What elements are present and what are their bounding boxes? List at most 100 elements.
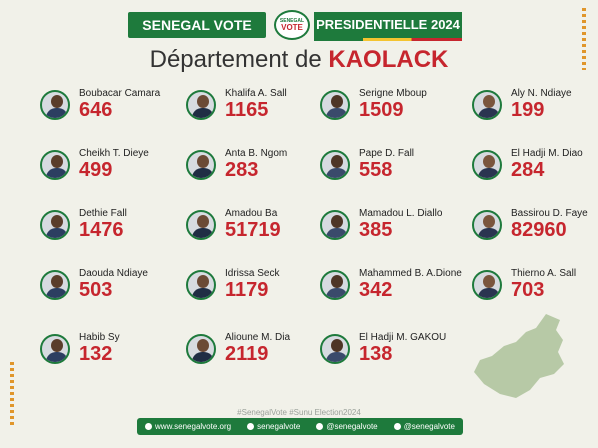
candidate-photo <box>40 90 70 120</box>
candidate-photo <box>320 210 350 240</box>
candidate-card: Pape D. Fall 558 <box>320 146 460 196</box>
candidate-name: Aly N. Ndiaye <box>511 88 572 99</box>
candidate-name: Bassirou D. Faye <box>511 208 588 219</box>
logo-text-bottom: VOTE <box>281 23 303 32</box>
candidate-card: El Hadji M. Diao 284 <box>472 146 598 196</box>
candidate-card: Serigne Mboup 1509 <box>320 86 460 136</box>
candidate-votes: 503 <box>79 279 113 301</box>
candidate-card: Khalifa A. Sall 1165 <box>186 86 326 136</box>
candidate-votes: 385 <box>359 219 393 241</box>
candidate-photo <box>320 150 350 180</box>
instagram-icon <box>393 423 401 430</box>
candidate-photo <box>472 150 502 180</box>
candidate-photo <box>472 90 502 120</box>
candidate-votes: 1476 <box>79 219 124 241</box>
footer-bar: www.senegalvote.org senegalvote @senegal… <box>137 418 463 435</box>
candidate-votes: 199 <box>511 99 545 121</box>
candidate-votes: 51719 <box>225 219 281 241</box>
candidate-name: Alioune M. Dia <box>225 332 291 343</box>
hashtags: #SenegalVote #Sunu Election2024 <box>237 408 361 417</box>
twitter-text: @senegalvote <box>326 422 378 431</box>
candidate-votes: 1179 <box>225 279 269 301</box>
candidate-name: Thierno A. Sall <box>511 268 577 279</box>
candidate-name: Boubacar Camara <box>79 88 161 99</box>
candidate-photo <box>40 210 70 240</box>
candidate-photo <box>186 90 216 120</box>
candidate-photo <box>186 334 216 364</box>
candidate-photo <box>40 150 70 180</box>
candidate-card: Daouda Ndiaye 503 <box>40 266 180 316</box>
website-text: www.senegalvote.org <box>155 422 232 431</box>
candidate-name: El Hadji M. GAKOU <box>359 332 447 343</box>
department-name: KAOLACK <box>328 46 449 73</box>
candidate-photo <box>40 334 70 364</box>
footer-instagram[interactable]: @senegalvote <box>393 422 455 431</box>
candidate-name: Mahammed B. A.Dione <box>359 268 462 279</box>
facebook-text: senegalvote <box>257 422 301 431</box>
candidate-name: Pape D. Fall <box>359 148 415 159</box>
candidate-name: Cheikh T. Dieye <box>79 148 149 159</box>
candidate-card: Idrissa Seck 1179 <box>186 266 326 316</box>
candidate-name: Khalifa A. Sall <box>225 88 287 99</box>
candidate-card: Bassirou D. Faye 82960 <box>472 206 598 256</box>
title-prefix: Département de <box>149 46 322 73</box>
brand-label: SENEGAL VOTE <box>128 12 266 38</box>
candidate-name: Mamadou L. Diallo <box>359 208 443 219</box>
footer-website[interactable]: www.senegalvote.org <box>145 422 231 431</box>
candidate-votes: 283 <box>225 159 259 181</box>
page-title: Département de KAOLACK <box>0 46 598 74</box>
candidate-name: Daouda Ndiaye <box>79 268 148 279</box>
facebook-icon <box>247 423 255 430</box>
candidate-name: Anta B. Ngom <box>225 148 288 159</box>
candidate-votes: 2119 <box>225 343 269 365</box>
candidate-card: Cheikh T. Dieye 499 <box>40 146 180 196</box>
candidate-card: Dethie Fall 1476 <box>40 206 180 256</box>
candidate-name: Dethie Fall <box>79 208 127 219</box>
instagram-text: @senegalvote <box>403 422 455 431</box>
election-label: PRESIDENTIELLE 2024 <box>314 12 462 38</box>
candidate-card: Mamadou L. Diallo 385 <box>320 206 460 256</box>
candidate-card: Anta B. Ngom 283 <box>186 146 326 196</box>
candidate-votes: 284 <box>511 159 545 181</box>
candidate-photo <box>472 210 502 240</box>
candidate-photo <box>320 90 350 120</box>
globe-icon <box>145 423 153 430</box>
header-banner: SENEGAL VOTE SENEGAL VOTE PRESIDENTIELLE… <box>128 10 462 42</box>
senegal-vote-logo: SENEGAL VOTE <box>274 10 310 40</box>
candidate-photo <box>472 270 502 300</box>
candidate-votes: 342 <box>359 279 393 301</box>
candidate-card: El Hadji M. GAKOU 138 <box>320 330 460 380</box>
candidate-votes: 499 <box>79 159 113 181</box>
decorative-border-bottom-left <box>10 362 14 428</box>
candidate-card: Alioune M. Dia 2119 <box>186 330 326 380</box>
candidate-votes: 82960 <box>511 219 567 241</box>
candidate-card: Boubacar Camara 646 <box>40 86 180 136</box>
candidate-photo <box>320 334 350 364</box>
flag-stripe <box>314 38 462 41</box>
candidate-votes: 646 <box>79 99 113 121</box>
candidate-card: Habib Sy 132 <box>40 330 180 380</box>
candidate-photo <box>186 270 216 300</box>
candidate-name: El Hadji M. Diao <box>511 148 583 159</box>
candidate-votes: 138 <box>359 343 393 365</box>
candidate-name: Idrissa Seck <box>225 268 280 279</box>
kaolack-map-icon <box>474 314 564 398</box>
candidate-card: Aly N. Ndiaye 199 <box>472 86 598 136</box>
candidate-card: Thierno A. Sall 703 <box>472 266 598 316</box>
candidate-votes: 1509 <box>359 99 404 121</box>
candidate-votes: 558 <box>359 159 393 181</box>
candidate-photo <box>40 270 70 300</box>
logo-text-top: SENEGAL <box>279 18 305 24</box>
candidate-photo <box>186 150 216 180</box>
twitter-icon <box>316 423 324 430</box>
footer-twitter[interactable]: @senegalvote <box>316 422 378 431</box>
candidate-card: Amadou Ba 51719 <box>186 206 326 256</box>
candidate-name: Amadou Ba <box>225 208 278 219</box>
candidate-photo <box>320 270 350 300</box>
candidate-card: Mahammed B. A.Dione 342 <box>320 266 462 316</box>
candidate-votes: 703 <box>511 279 545 301</box>
candidate-votes: 1165 <box>225 99 269 121</box>
candidate-votes: 132 <box>79 343 113 365</box>
footer-facebook[interactable]: senegalvote <box>247 422 300 431</box>
